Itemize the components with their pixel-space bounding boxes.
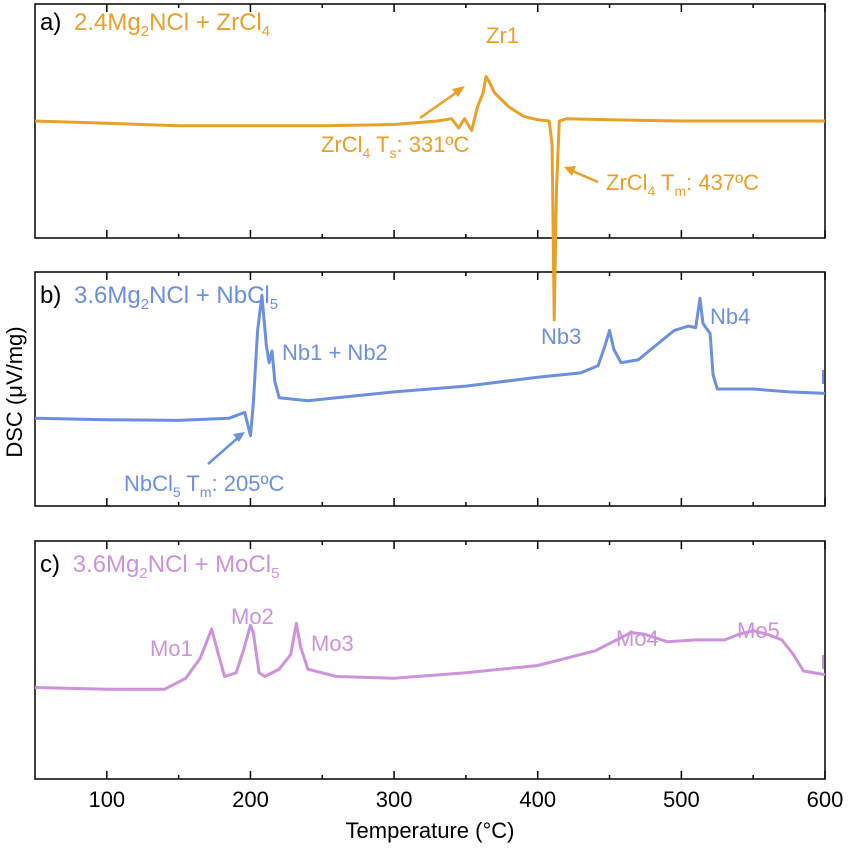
- annotation-nb1-nb2: Nb1 + Nb2: [282, 340, 388, 365]
- panel-a-prefix: a): [40, 9, 61, 36]
- annotation-mo3: Mo3: [311, 631, 354, 656]
- x-tick-label: 600: [807, 787, 844, 812]
- annotation-nb4: Nb4: [710, 304, 750, 329]
- panel-c-prefix: c): [40, 551, 60, 578]
- annotation-nbcl5-tm: NbCl5 Tm: 205ºC: [124, 471, 284, 500]
- x-axis-label: Temperature (°C): [346, 818, 515, 843]
- annotation-zrcl4-ts: ZrCl4 Ts: 331ºC: [321, 132, 469, 161]
- panel-c-frame: [34, 540, 826, 780]
- x-tick-label: 400: [519, 787, 556, 812]
- annotation-mo1: Mo1: [150, 636, 193, 661]
- annotation-nb3: Nb3: [541, 324, 581, 349]
- x-tick-label: 500: [663, 787, 700, 812]
- arrow-zrcl4-ts: [419, 88, 461, 120]
- arrowhead-zrcl4-ts: [452, 86, 465, 97]
- x-tick-label: 100: [88, 787, 125, 812]
- series-line-zrcl4: [34, 75, 825, 322]
- x-tick-labels: 100 200 300 400 500 600: [88, 787, 843, 812]
- x-tick-label: 300: [376, 787, 413, 812]
- arrow-zrcl4-tm: [569, 168, 599, 184]
- y-axis-label: DSC (μV/mg): [2, 326, 27, 457]
- arrow-nbcl5-tm: [207, 435, 241, 465]
- x-tick-label: 200: [232, 787, 269, 812]
- panel-a-title: a) 2.4Mg2NCl + ZrCl4: [40, 9, 270, 40]
- panel-b-title: b) 3.6Mg2NCl + NbCl5: [40, 282, 278, 313]
- arrowhead-zrcl4-tm: [564, 166, 576, 176]
- annotation-zrcl4-tm: ZrCl4 Tm: 437ºC: [606, 170, 759, 199]
- annotation-zr1: Zr1: [486, 23, 519, 48]
- arrowhead-nbcl5-tm: [233, 432, 245, 442]
- annotation-mo5: Mo5: [737, 618, 780, 643]
- x-ticks: [106, 4, 826, 779]
- panel-c-title: c) 3.6Mg2NCl + MoCl5: [40, 551, 279, 582]
- annotation-mo4: Mo4: [616, 626, 659, 651]
- series-line-mocl5: [34, 621, 826, 691]
- panel-b-prefix: b): [40, 282, 61, 309]
- panel-b-frame: [34, 271, 826, 507]
- annotation-mo2: Mo2: [231, 604, 274, 629]
- series-line-nbcl5: [34, 293, 826, 438]
